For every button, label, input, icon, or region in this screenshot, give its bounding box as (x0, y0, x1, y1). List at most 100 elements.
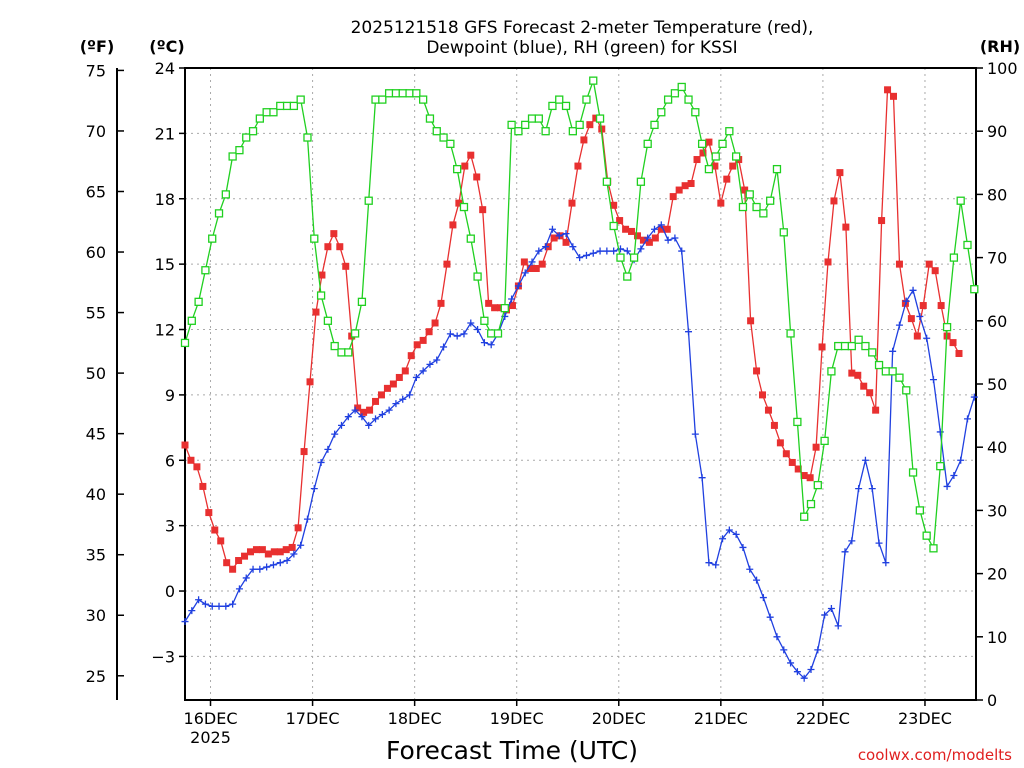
rh-point (942, 322, 952, 332)
temperature-point (776, 439, 784, 447)
dewpoint-point (834, 622, 842, 630)
rh-point (208, 234, 217, 243)
rh-point (902, 386, 911, 395)
celsius-tick-label: 15 (155, 255, 175, 274)
dewpoint-point (317, 458, 325, 466)
dewpoint-point (406, 391, 414, 399)
dewpoint-point (365, 421, 373, 429)
rh-point (548, 101, 557, 111)
credit-link[interactable]: coolwx.com/modelts (858, 746, 1012, 764)
rh-point (847, 341, 856, 351)
rh-point (248, 127, 258, 136)
dewpoint-point (188, 607, 196, 615)
dewpoint-point (671, 234, 679, 242)
dewpoint-point (303, 515, 311, 523)
rh-point (555, 95, 564, 104)
rh-point (541, 127, 550, 136)
temperature-point (193, 463, 201, 471)
temperature-point (401, 367, 409, 375)
dewpoint-point (664, 236, 672, 244)
temperature-point (235, 557, 243, 565)
temperature-point (306, 378, 314, 386)
temperature-point (217, 537, 225, 545)
temperature-point (770, 421, 778, 429)
rh-point (194, 297, 203, 306)
dewpoint-point (861, 456, 869, 464)
rh-point (228, 152, 237, 161)
dewpoint-point (678, 247, 686, 255)
rh-point (813, 480, 822, 490)
temperature-point (645, 238, 653, 246)
fahrenheit-unit-label: (ºF) (80, 37, 115, 56)
temperature-point (669, 193, 677, 201)
rh-point (412, 89, 421, 98)
rh-point (868, 348, 877, 357)
temperature-point (794, 465, 802, 473)
rh-point (718, 139, 727, 148)
rh-point (759, 209, 768, 218)
temperature-point (449, 221, 457, 229)
dewpoint-point (297, 541, 305, 549)
time-tick-label: 22DEC (796, 709, 850, 728)
temperature-point (925, 260, 933, 268)
dewpoint-point (732, 530, 740, 538)
rh-tick-label: 80 (987, 185, 1007, 204)
rh-point (582, 95, 591, 104)
temperature-point (788, 458, 796, 466)
temperature-point (651, 234, 659, 242)
rh-point (439, 133, 448, 142)
temperature-point (508, 302, 516, 310)
rh-point (276, 101, 285, 111)
rh-point (568, 127, 577, 136)
dewpoint-point (766, 613, 774, 621)
rh-point (650, 120, 659, 130)
rh-unit-label: (RH) (980, 37, 1020, 56)
rh-point (371, 95, 380, 104)
rh-point (453, 164, 462, 174)
temperature-point (252, 546, 260, 554)
series-line (184, 88, 960, 571)
rh-tick-label: 50 (987, 375, 1007, 394)
rh-point (738, 202, 748, 212)
temperature-point (264, 550, 272, 558)
rh-point (704, 164, 714, 174)
dewpoint-point (746, 565, 754, 573)
rh-point (806, 499, 816, 509)
temperature-point (913, 332, 921, 340)
temperature-point (824, 258, 832, 266)
rh-point (915, 506, 925, 515)
rh-point (800, 512, 809, 521)
dewpoint-point (263, 563, 271, 571)
celsius-tick-label: 18 (155, 190, 175, 209)
dewpoint-point (331, 430, 339, 438)
temperature-point (848, 369, 856, 377)
rh-tick-label: 30 (987, 501, 1007, 520)
x-axis-label: Forecast Time (UTC) (386, 736, 638, 765)
temperature-point (366, 406, 374, 414)
temperature-point (437, 299, 445, 307)
rh-point (235, 146, 244, 155)
rh-point (725, 127, 734, 136)
temperature-point (592, 114, 600, 122)
temperature-point (687, 180, 695, 188)
temperature-point (937, 302, 945, 310)
time-tick-label: 17DEC (286, 709, 340, 728)
rh-point (344, 348, 353, 357)
rh-point (922, 531, 931, 540)
rh-point (391, 89, 401, 98)
temperature-point (889, 92, 897, 100)
rh-point (861, 341, 870, 351)
rh-point (514, 127, 523, 136)
rh-point (888, 367, 897, 376)
temperature-point (586, 121, 594, 129)
celsius-tick-label: 3 (165, 517, 175, 536)
dewpoint-point (705, 559, 713, 567)
dewpoint-point (385, 406, 393, 414)
temperature-point (699, 149, 707, 157)
rh-point (419, 95, 428, 104)
dewpoint-point (576, 254, 584, 262)
temperature-point (884, 86, 892, 94)
rh-point (459, 202, 469, 212)
dewpoint-point (269, 561, 277, 569)
temperature-point (241, 552, 249, 560)
